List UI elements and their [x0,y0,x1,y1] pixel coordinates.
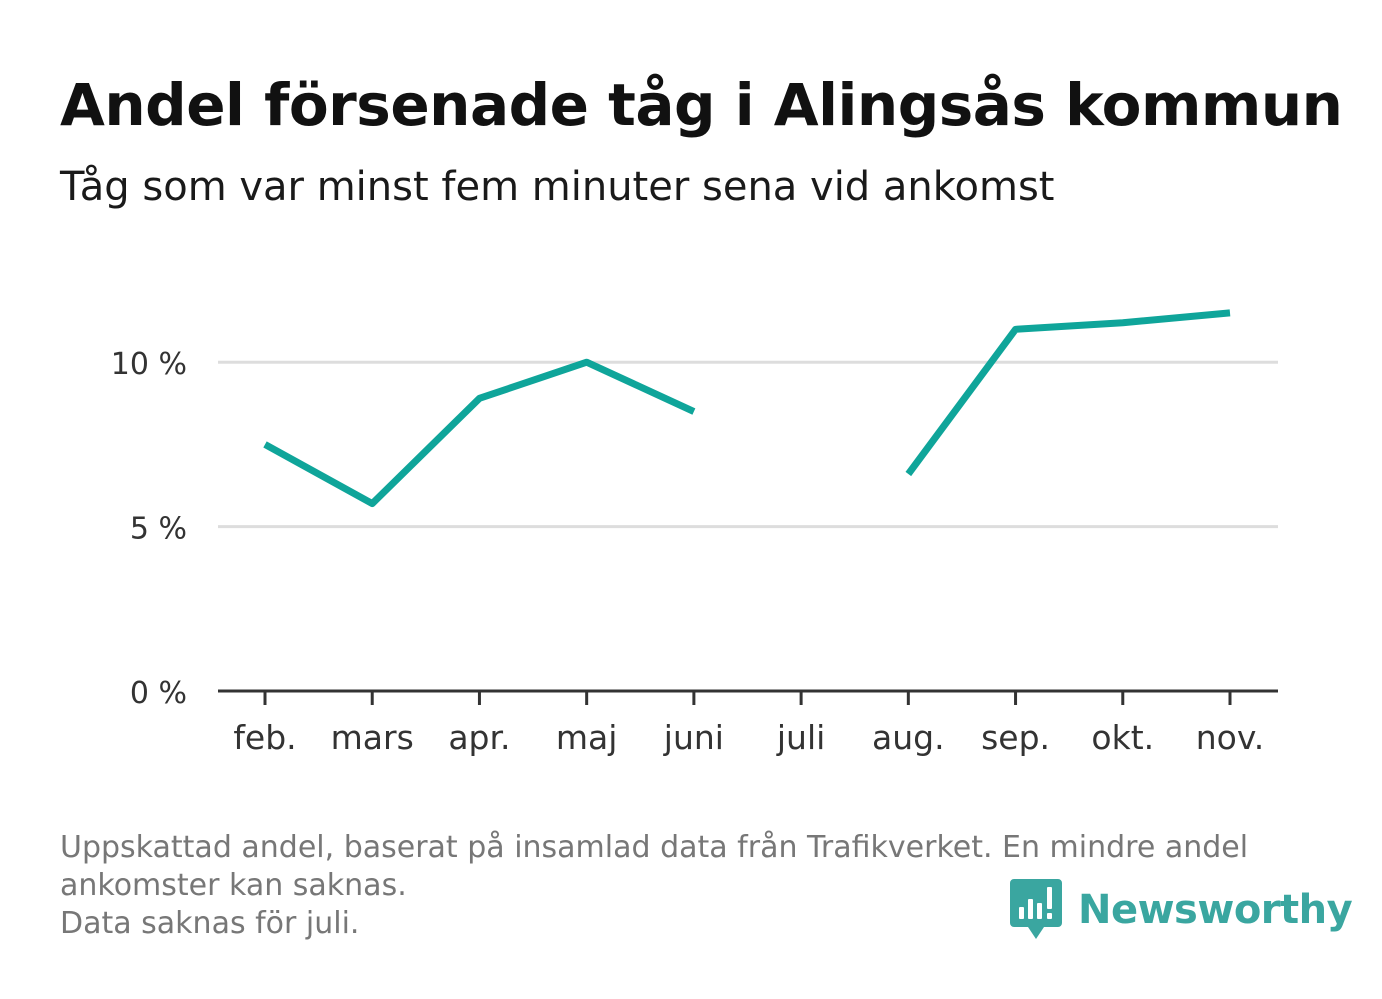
x-tick-label: sep. [981,718,1050,757]
x-tick-label: apr. [448,718,510,757]
x-tick-label: okt. [1091,718,1154,757]
x-tick-label: maj [556,718,618,757]
x-tick-label: feb. [233,718,296,757]
y-axis-tick-labels: 0 % 5 % 10 % [111,347,187,711]
x-axis [218,689,1278,705]
series-line-segment [263,358,696,508]
x-tick-label: juli [776,718,825,757]
y-tick-label: 5 % [130,512,187,547]
y-tick-label: 10 % [111,347,187,382]
series-line-segment [905,309,1231,477]
footnote-line-3: Data saknas för juli. [60,906,360,941]
y-tick-label: 0 % [130,676,187,711]
x-axis-tick-labels: feb. mars apr. maj juni juli aug. sep. okt. nov. [233,718,1264,757]
gridlines [218,360,1278,529]
newsworthy-logo-icon [1010,879,1062,939]
brand-name: Newsworthy [1078,887,1353,933]
chart-title: Andel försenade tåg i Alingsås kommun [60,71,1343,139]
x-tick-label: aug. [872,718,945,757]
footnote-line-1: Uppskattad andel, baserat på insamlad da… [60,830,1249,865]
x-tick-label: nov. [1196,718,1265,757]
data-series [263,309,1231,508]
brand-logo: Newsworthy [1010,878,1353,942]
footnote-line-2: ankomster kan saknas. [60,868,407,903]
footnote: Uppskattad andel, baserat på insamlad da… [60,829,1320,943]
x-tick-label: juni [663,718,724,757]
x-tick-label: mars [331,718,414,757]
chart-subtitle: Tåg som var minst fem minuter sena vid a… [60,164,1055,210]
